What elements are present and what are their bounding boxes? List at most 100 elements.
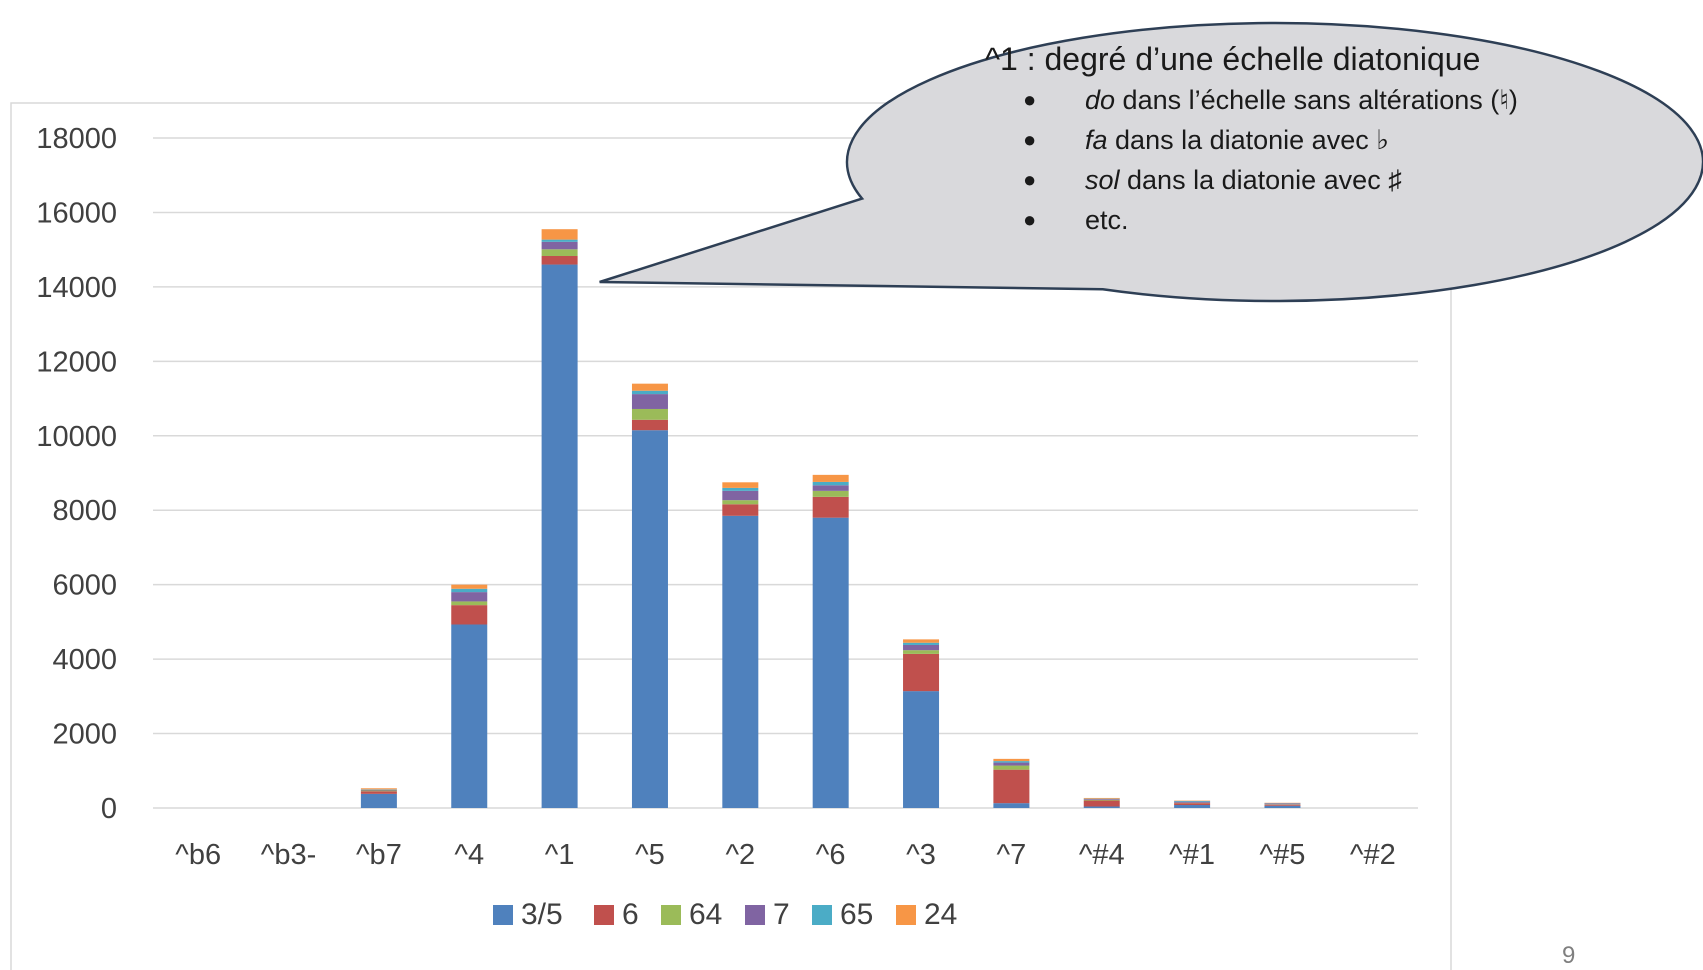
legend-label: 24 bbox=[924, 898, 957, 931]
bar-segment bbox=[360, 789, 397, 791]
callout-item-text: dans la diatonie avec ♭ bbox=[1107, 125, 1389, 155]
callout-item-emphasis: fa bbox=[1085, 125, 1108, 155]
bars bbox=[360, 229, 1301, 808]
bar-segment bbox=[451, 584, 488, 589]
callout-item: ● sol dans la diatonie avec ♯ bbox=[985, 160, 1605, 200]
bar-segment bbox=[993, 769, 1030, 804]
speech-bubble-shape bbox=[599, 21, 1703, 303]
y-tick-label: 8000 bbox=[52, 495, 117, 527]
callout-item: ● do dans l’échelle sans altérations (♮) bbox=[985, 80, 1605, 120]
bar-segment bbox=[1174, 805, 1211, 808]
bar-segment bbox=[541, 264, 578, 808]
bar-segment bbox=[360, 793, 397, 808]
bar-segment bbox=[451, 588, 488, 593]
bar-segment bbox=[451, 601, 488, 606]
callout-item: ● etc. bbox=[985, 200, 1605, 240]
bar-segment bbox=[722, 487, 759, 491]
bar-segment bbox=[993, 762, 1030, 766]
callout-item-text: etc. bbox=[1085, 205, 1129, 235]
legend: 3/5 6 64 7 65 24 bbox=[493, 898, 957, 931]
bar-segment bbox=[451, 592, 488, 602]
bar-segment bbox=[812, 496, 849, 518]
bar-segment bbox=[1083, 799, 1120, 801]
bar-segment bbox=[360, 788, 397, 790]
y-tick-label: 4000 bbox=[52, 644, 117, 676]
y-tick-label: 10000 bbox=[36, 421, 117, 453]
bar-segment bbox=[360, 791, 397, 794]
page-number: 9 bbox=[1562, 942, 1576, 969]
legend-swatch bbox=[812, 905, 832, 925]
bar-segment bbox=[541, 241, 578, 250]
bar-segment bbox=[993, 761, 1030, 763]
bar-segment bbox=[722, 482, 759, 488]
bar-segment bbox=[541, 229, 578, 240]
callout-item-emphasis: do bbox=[1085, 85, 1116, 115]
bar-segment bbox=[1083, 800, 1120, 807]
y-tick-label: 12000 bbox=[36, 346, 117, 378]
x-tick-label: ^b7 bbox=[356, 839, 402, 871]
bar-segment bbox=[903, 644, 940, 651]
bar-segment bbox=[903, 639, 940, 643]
bar-segment bbox=[631, 394, 668, 409]
bar-segment bbox=[812, 517, 849, 808]
bar-segment bbox=[903, 653, 940, 692]
bullet-icon: ● bbox=[1023, 207, 1037, 232]
callout-item-text: dans l’échelle sans altérations (♮) bbox=[1115, 85, 1518, 115]
x-tick-label: ^b3- bbox=[261, 839, 317, 871]
bar-segment bbox=[812, 490, 849, 497]
bar-segment bbox=[812, 485, 849, 491]
legend-label: 65 bbox=[840, 898, 873, 931]
y-tick-label: 16000 bbox=[36, 197, 117, 229]
bar-segment bbox=[631, 408, 668, 420]
y-tick-label: 18000 bbox=[36, 123, 117, 155]
legend-swatch bbox=[661, 905, 681, 925]
x-tick-label: ^#4 bbox=[1079, 839, 1125, 871]
bar-segment bbox=[903, 650, 940, 654]
bar-segment bbox=[812, 474, 849, 482]
bar-segment bbox=[1083, 797, 1120, 799]
bar-segment bbox=[541, 239, 578, 242]
bar-segment bbox=[631, 430, 668, 808]
callout-item-text: dans la diatonie avec ♯ bbox=[1119, 165, 1402, 195]
x-axis-tick-labels: ^b6 ^b3- ^b7 ^4 ^1 ^5 ^2 ^6 ^3 ^7 ^#4 ^#1 ^#5 ^#2 bbox=[175, 839, 1396, 871]
bar-segment bbox=[993, 803, 1030, 808]
bar-segment bbox=[631, 419, 668, 431]
callout-item: ● fa dans la diatonie avec ♭ bbox=[985, 120, 1605, 160]
bar-segment bbox=[1264, 805, 1301, 808]
bar-segment bbox=[903, 691, 940, 808]
bar-segment bbox=[812, 481, 849, 486]
legend-label: 64 bbox=[689, 898, 722, 931]
x-tick-label: ^5 bbox=[635, 839, 665, 871]
bar-segment bbox=[722, 515, 759, 808]
legend-swatch bbox=[896, 905, 916, 925]
x-tick-label: ^#1 bbox=[1169, 839, 1215, 871]
x-tick-label: ^4 bbox=[454, 839, 484, 871]
bar-segment bbox=[722, 490, 759, 501]
x-tick-label: ^#2 bbox=[1350, 839, 1396, 871]
bar-segment bbox=[360, 790, 397, 792]
x-tick-label: ^b6 bbox=[175, 839, 221, 871]
y-tick-label: 0 bbox=[101, 793, 117, 825]
bullet-icon: ● bbox=[1023, 87, 1037, 112]
y-tick-label: 14000 bbox=[36, 272, 117, 304]
bar-segment bbox=[1174, 800, 1211, 802]
x-tick-label: ^2 bbox=[725, 839, 755, 871]
bar-segment bbox=[451, 605, 488, 625]
legend-swatch bbox=[745, 905, 765, 925]
callout-item-emphasis: sol bbox=[1085, 165, 1120, 195]
callout-text: ^1 : degré d’une échelle diatonique ● do … bbox=[985, 38, 1605, 240]
legend-label: 6 bbox=[622, 898, 639, 931]
bullet-icon: ● bbox=[1023, 167, 1037, 192]
bar-segment bbox=[1083, 806, 1120, 808]
x-tick-label: ^1 bbox=[545, 839, 575, 871]
bar-segment bbox=[541, 249, 578, 256]
bar-segment bbox=[451, 624, 488, 808]
callout-bubble bbox=[599, 21, 1703, 303]
bar-segment bbox=[1174, 803, 1211, 806]
y-tick-label: 6000 bbox=[52, 570, 117, 602]
bar-segment bbox=[993, 765, 1030, 770]
x-tick-label: ^7 bbox=[997, 839, 1027, 871]
bar-segment bbox=[541, 255, 578, 265]
